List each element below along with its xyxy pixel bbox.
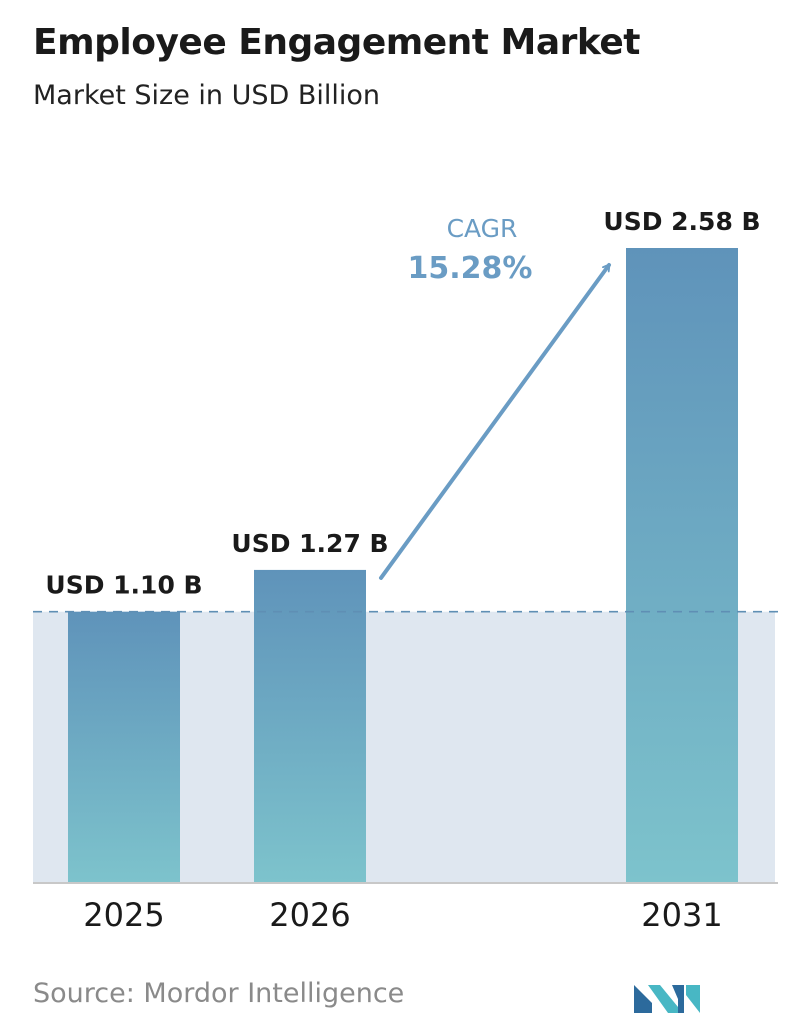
bar-2026 (254, 569, 366, 882)
logo-middle-shape (648, 985, 678, 1013)
data-label-2025: USD 1.10 B (45, 571, 202, 600)
x-tick-label-2026: 2026 (269, 896, 350, 934)
cagr-label: CAGR (447, 214, 518, 243)
chart-subtitle: Market Size in USD Billion (33, 80, 381, 111)
data-label-2031: USD 2.58 B (603, 207, 760, 236)
mordor-intelligence-logo (634, 985, 700, 1013)
source-note: Source: Mordor Intelligence (33, 978, 405, 1009)
chart-title: Employee Engagement Market (33, 22, 641, 63)
bar-2031 (626, 248, 738, 882)
data-label-2026: USD 1.27 B (231, 529, 388, 558)
cagr-value: 15.28% (408, 251, 533, 286)
logo-left-shape (634, 985, 652, 1013)
logo-tail-shape (686, 985, 700, 1013)
logo-right-shape (672, 985, 684, 1013)
x-tick-label-2025: 2025 (83, 896, 164, 934)
bar-chart: USD 1.10 B USD 1.27 B USD 2.58 B 2025 2026 20… (33, 207, 778, 934)
bar-2025 (68, 611, 180, 882)
cagr-arrow (379, 263, 611, 580)
x-tick-label-2031: 2031 (641, 896, 722, 934)
